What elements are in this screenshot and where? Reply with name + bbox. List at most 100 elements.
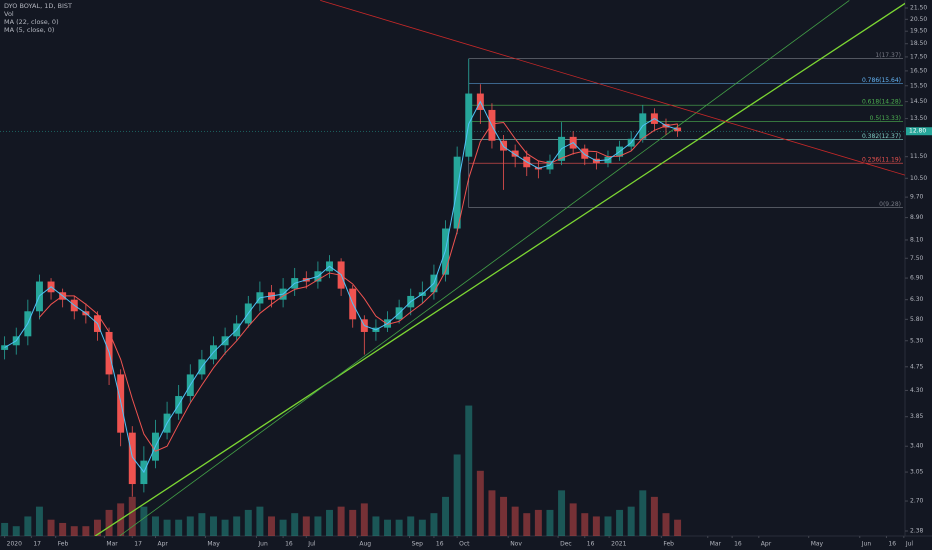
x-tick-label: 16 bbox=[285, 541, 293, 548]
x-tick-label: 16 bbox=[888, 541, 896, 548]
y-tick-label: 3.05 bbox=[910, 469, 924, 476]
y-tick-label: 4.75 bbox=[910, 363, 924, 370]
x-tick-label: Nov bbox=[510, 541, 522, 548]
volume-bar bbox=[465, 405, 473, 536]
volume-bar bbox=[523, 513, 531, 536]
x-tick-label: Jul bbox=[905, 541, 914, 548]
y-tick-label: 8.10 bbox=[910, 236, 924, 243]
volume-bar bbox=[372, 516, 380, 536]
volume-bar bbox=[581, 513, 589, 536]
x-tick-label: Dec bbox=[560, 541, 572, 548]
candle-body bbox=[511, 150, 519, 157]
volume-bar bbox=[627, 506, 635, 536]
volume-bar bbox=[35, 506, 43, 536]
y-tick-label: 3.85 bbox=[910, 413, 924, 420]
y-tick-label: 15.50 bbox=[910, 82, 927, 89]
volume-bar bbox=[47, 519, 55, 536]
x-tick-label: Mar bbox=[710, 541, 722, 548]
x-tick-label: 2021 bbox=[611, 541, 626, 548]
y-tick-label: 16.50 bbox=[910, 67, 927, 74]
volume-bar bbox=[82, 526, 90, 536]
x-tick-label: Apr bbox=[157, 541, 168, 548]
volume-bar bbox=[233, 516, 241, 536]
fib-label: 0.5(13.33) bbox=[870, 115, 901, 122]
volume-bar bbox=[395, 519, 403, 536]
fib-label: 0.618(14.28) bbox=[862, 99, 901, 106]
volume-bar bbox=[93, 519, 101, 536]
volume-bar bbox=[198, 513, 206, 536]
volume-bar bbox=[302, 516, 310, 536]
x-tick-label: Sep bbox=[412, 541, 424, 548]
volume-bar bbox=[59, 522, 67, 536]
y-tick-label: 11.50 bbox=[910, 153, 927, 160]
volume-bar bbox=[546, 509, 554, 536]
fib-label: 0.786(15.64) bbox=[862, 77, 901, 84]
volume-bar bbox=[221, 519, 229, 536]
volume-bar bbox=[326, 509, 333, 536]
y-tick-label: 9.70 bbox=[910, 194, 924, 201]
volume-bar bbox=[384, 519, 392, 536]
last-price-box bbox=[906, 127, 932, 136]
candle-body bbox=[581, 148, 589, 159]
volume-bar bbox=[12, 526, 20, 536]
x-tick-label: Jun bbox=[257, 541, 268, 548]
volume-bar bbox=[163, 519, 171, 536]
fib-label: 0.236(11.19) bbox=[862, 157, 901, 164]
x-tick-label: Jun bbox=[861, 541, 872, 548]
volume-bar bbox=[442, 496, 450, 536]
x-tick-label: 16 bbox=[436, 541, 444, 548]
volume-bar bbox=[151, 516, 159, 536]
volume-bar bbox=[210, 516, 217, 536]
x-tick-label: 16 bbox=[587, 541, 595, 548]
indicator-label: MA (5, close, 0) bbox=[4, 26, 54, 34]
volume-bar bbox=[534, 509, 542, 536]
trend-line bbox=[320, 0, 905, 176]
volume-bar bbox=[244, 509, 252, 536]
moving-average bbox=[39, 121, 678, 452]
x-tick-label: 16 bbox=[734, 541, 742, 548]
volume-bar bbox=[558, 490, 566, 536]
volume-bar bbox=[186, 516, 194, 536]
volume-bar bbox=[70, 526, 78, 536]
volume-bar bbox=[268, 516, 275, 536]
candle-layer bbox=[1, 58, 682, 497]
volume-bar bbox=[314, 516, 322, 536]
y-tick-label: 4.30 bbox=[910, 387, 924, 394]
fib-label: 1(17.37) bbox=[875, 52, 901, 59]
y-tick-label: 14.50 bbox=[910, 98, 927, 105]
volume-bar bbox=[430, 513, 438, 536]
volume-bar bbox=[418, 519, 426, 536]
y-tick-label: 5.30 bbox=[910, 337, 924, 344]
drawing-layer: 1(17.37) 0.786(15.64) 0.618(14.28) 0.5(13.3… bbox=[0, 0, 905, 536]
moving-average bbox=[4, 100, 678, 474]
volume-bar bbox=[128, 496, 136, 536]
volume-bar bbox=[291, 513, 299, 536]
volume-bar bbox=[488, 490, 496, 536]
x-tick-label: Jul bbox=[307, 541, 316, 548]
x-tick-label: Feb bbox=[58, 541, 69, 548]
y-tick-label: 5.80 bbox=[910, 316, 924, 323]
volume-bar bbox=[1, 522, 9, 536]
x-tick-label: Oct bbox=[459, 541, 470, 548]
indicator-label: Vol bbox=[4, 10, 14, 18]
volume-bar bbox=[604, 516, 612, 536]
y-tick-label: 8.90 bbox=[910, 214, 924, 221]
y-tick-label: 6.90 bbox=[910, 275, 924, 282]
fib-label: 0(9.28) bbox=[879, 201, 901, 208]
trend-line bbox=[94, 2, 905, 536]
volume-bar bbox=[140, 506, 148, 536]
x-tick-label: 17 bbox=[134, 541, 142, 548]
y-tick-label: 2.70 bbox=[910, 498, 924, 505]
volume-bar bbox=[662, 513, 670, 536]
x-tick-label: 17 bbox=[33, 541, 41, 548]
volume-bar bbox=[592, 516, 600, 536]
volume-bar bbox=[337, 506, 345, 536]
volume-bar bbox=[639, 490, 647, 536]
legend: DYO BOYAL, 1D, BIST Vol MA (22, close, 0… bbox=[4, 2, 72, 34]
fib-label: 0.382(12.37) bbox=[862, 133, 901, 140]
x-tick-label: Mar bbox=[106, 541, 118, 548]
candle-body bbox=[128, 432, 136, 485]
x-tick-label: May bbox=[207, 541, 220, 548]
x-tick-label: May bbox=[811, 541, 824, 548]
